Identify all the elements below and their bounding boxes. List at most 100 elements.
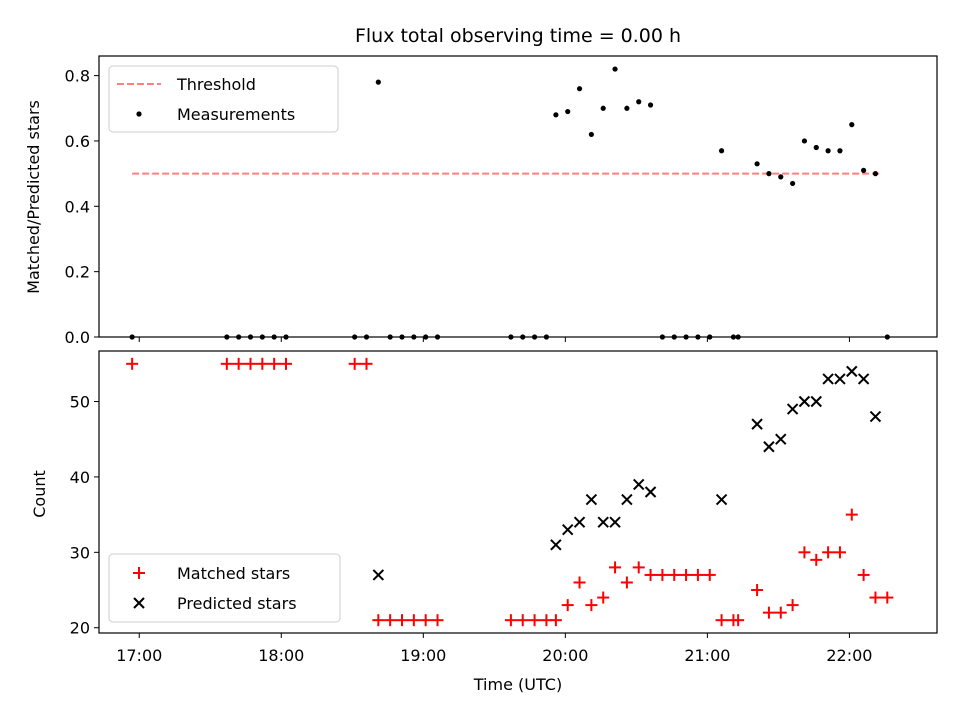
top-y-tick-label: 0.8 (65, 67, 90, 86)
predicted-stars-point (573, 516, 586, 528)
top-y-tick-label: 0.0 (65, 328, 90, 347)
measurement-point (588, 131, 594, 138)
measurement-point (553, 112, 559, 118)
x-tick-label: 18:00 (258, 646, 304, 665)
matched-stars-point (348, 357, 361, 370)
measurement-point (624, 105, 630, 111)
matched-stars-point (360, 357, 373, 370)
x-tick-label: 22:00 (826, 646, 872, 665)
top-axes-frame (98, 55, 938, 338)
matched-stars-point (798, 546, 811, 559)
bottom-y-tick-label: 50 (70, 393, 90, 412)
matched-stars-point (644, 568, 657, 581)
matched-stars-point (869, 591, 882, 604)
matched-stars-point (372, 614, 385, 627)
bottom-points-layer (126, 357, 894, 627)
predicted-stars-point (822, 373, 834, 385)
predicted-stars-point (786, 403, 799, 415)
predicted-stars-point (597, 516, 609, 528)
matched-stars-point (609, 561, 622, 574)
measurements-legend-swatch (136, 111, 142, 117)
predicted-stars-legend-swatch (133, 597, 145, 609)
predicted-stars-point (372, 569, 385, 581)
predicted-stars-point (834, 373, 846, 385)
predicted-stars-point (857, 373, 870, 385)
matched-stars-point (244, 357, 257, 370)
measurement-point (612, 66, 618, 72)
matched-stars-point (528, 614, 541, 627)
x-tick-label: 17:00 (116, 646, 162, 665)
predicted-stars-point (810, 395, 822, 408)
predicted-stars-point (798, 395, 811, 408)
matched-stars-legend-swatch (133, 567, 145, 579)
matched-stars-point (220, 357, 233, 370)
bottom-y-tick-label: 20 (70, 619, 90, 638)
matched-stars-point (573, 576, 586, 589)
measurements-legend-label: Measurements (177, 105, 295, 124)
predicted-stars-point (621, 493, 633, 506)
measurement-point (754, 161, 760, 167)
matched-stars-point (751, 584, 764, 597)
top-y-ticks: 0.0 0.2 0.4 0.6 0.8 (65, 67, 99, 347)
top-legend: Threshold Measurements (108, 65, 339, 133)
matched-stars-point (703, 568, 716, 581)
x-tick-label: 19:00 (400, 646, 446, 665)
measurement-point (576, 86, 583, 92)
matched-stars-point (419, 614, 432, 627)
measurement-point (636, 99, 642, 105)
predicted-stars-point (763, 441, 775, 453)
matched-stars-point (810, 553, 823, 566)
matched-stars-point (822, 546, 835, 559)
bottom-y-ticks: 20 30 40 50 (70, 393, 99, 638)
predicted-stars-point (775, 433, 787, 445)
predicted-stars-point (550, 539, 562, 551)
matched-stars-point (774, 606, 787, 619)
bottom-y-tick-label: 30 (70, 543, 90, 562)
matched-stars-legend-label: Matched stars (177, 564, 290, 583)
chart-title: Flux total observing time = 0.00 h (355, 25, 681, 47)
matched-stars-point (632, 561, 645, 574)
matched-stars-point (762, 606, 775, 619)
matched-stars-point (857, 568, 870, 581)
matched-stars-point (833, 546, 846, 559)
predicted-stars-point (609, 516, 621, 528)
matched-stars-point (597, 591, 610, 604)
measurement-point (647, 102, 654, 108)
x-axis-label: Time (UTC) (473, 675, 562, 694)
bottom-y-axis-label: Count (30, 470, 49, 518)
predicted-stars-point (562, 523, 574, 536)
matched-stars-point (431, 614, 444, 627)
bottom-y-tick-label: 40 (70, 468, 90, 487)
x-tick-label: 20:00 (542, 646, 588, 665)
matched-stars-point (256, 357, 269, 370)
measurement-point (565, 108, 571, 115)
matched-stars-point (504, 614, 517, 627)
predicted-stars-legend-label: Predicted stars (177, 594, 297, 613)
bottom-legend-frame (108, 553, 341, 623)
predicted-stars-point (585, 493, 598, 506)
matched-stars-point (516, 614, 529, 627)
predicted-stars-point (644, 486, 657, 498)
bottom-x-ticks: 17:00 18:00 19:00 20:00 21:00 22:00 (116, 633, 872, 665)
measurement-point (801, 138, 808, 144)
matched-stars-point (845, 508, 858, 521)
measurement-point (837, 148, 843, 154)
matched-stars-point (561, 599, 574, 612)
measurement-point (766, 171, 772, 177)
predicted-stars-point (633, 478, 645, 491)
predicted-stars-point (715, 493, 728, 506)
matched-stars-point (585, 599, 598, 612)
matched-stars-point (715, 614, 728, 627)
top-y-tick-label: 0.2 (65, 263, 90, 282)
matched-stars-point (549, 614, 562, 627)
x-tick-label: 21:00 (684, 646, 730, 665)
matched-stars-point (396, 614, 409, 627)
matched-stars-point (656, 568, 669, 581)
threshold-legend-label: Threshold (176, 75, 256, 94)
predicted-stars-point (869, 410, 882, 423)
matched-stars-point (786, 599, 799, 612)
measurement-point (872, 171, 879, 177)
measurement-point (825, 148, 831, 154)
